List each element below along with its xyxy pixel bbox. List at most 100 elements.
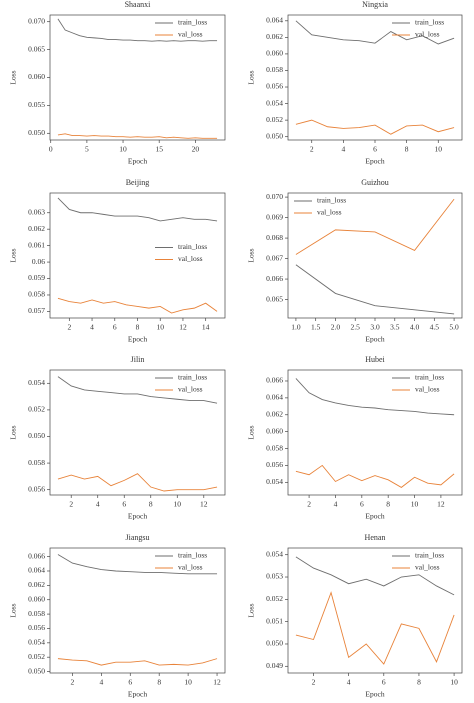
y-axis-label: Loss <box>247 248 256 262</box>
y-tick-label: 0.052 <box>28 652 45 661</box>
series-line <box>57 18 218 42</box>
chart-title: Hubei <box>365 355 385 364</box>
y-tick-label: 0.050 <box>28 431 45 440</box>
y-tick-label: 0.053 <box>266 572 283 581</box>
x-tick-label: 4 <box>341 145 345 154</box>
series-line <box>295 378 455 416</box>
x-tick-label: 8 <box>149 500 153 509</box>
series-line <box>295 119 455 135</box>
y-tick-label: 0.060 <box>28 72 45 81</box>
legend-label: train_loss <box>178 242 207 251</box>
x-tick-label: 14 <box>202 323 210 332</box>
y-tick-label: 0.062 <box>266 32 283 41</box>
x-tick-label: 5 <box>85 145 89 154</box>
y-tick-label: 0.050 <box>28 666 45 675</box>
y-tick-label: 0.056 <box>266 460 283 469</box>
y-tick-label: 0.062 <box>28 224 45 233</box>
chart-title: Shaanxi <box>125 0 152 9</box>
y-tick-label: 0.054 <box>28 638 45 647</box>
x-axis-label: Epoch <box>365 157 384 166</box>
x-tick-label: 0 <box>49 145 53 154</box>
chart-title: Jilin <box>131 355 145 364</box>
y-tick-label: 0.063 <box>28 207 45 216</box>
series-line <box>57 658 218 666</box>
x-tick-label: 12 <box>213 678 221 687</box>
y-tick-label: 0.054 <box>266 477 283 486</box>
series-line <box>57 554 218 575</box>
x-tick-label: 8 <box>157 678 161 687</box>
y-tick-label: 0.054 <box>266 98 283 107</box>
y-tick-label: 0.054 <box>266 549 283 558</box>
legend-label: val_loss <box>178 563 203 572</box>
x-tick-label: 1.5 <box>311 323 321 332</box>
x-tick-label: 2.5 <box>351 323 361 332</box>
x-tick-label: 4 <box>347 678 351 687</box>
y-tick-label: 0.067 <box>266 253 283 262</box>
plot-frame <box>49 547 226 674</box>
x-tick-label: 8 <box>405 145 409 154</box>
x-tick-label: 2 <box>69 500 73 509</box>
x-tick-label: 1.0 <box>291 323 301 332</box>
series-line <box>57 133 218 139</box>
y-tick-label: 0.059 <box>28 273 45 282</box>
y-tick-label: 0.050 <box>266 131 283 140</box>
legend-label: val_loss <box>178 30 203 39</box>
plot-frame <box>49 369 226 496</box>
y-tick-label: 0.056 <box>28 484 45 493</box>
x-tick-label: 2 <box>307 500 311 509</box>
plot-frame <box>287 192 463 319</box>
y-tick-label: 0.058 <box>28 609 45 618</box>
legend-label: val_loss <box>415 563 440 572</box>
chart-title: Beijing <box>126 178 150 187</box>
legend-label: train_loss <box>178 551 207 560</box>
series-line <box>57 473 218 492</box>
y-tick-label: 0.066 <box>266 274 283 283</box>
x-tick-label: 4 <box>99 678 103 687</box>
y-tick-label: 0.056 <box>266 82 283 91</box>
x-tick-label: 3.5 <box>390 323 400 332</box>
legend-label: train_loss <box>415 18 444 27</box>
series-line <box>295 198 455 255</box>
x-tick-label: 2.0 <box>331 323 341 332</box>
x-tick-label: 2 <box>71 678 75 687</box>
x-tick-label: 8 <box>136 323 140 332</box>
y-tick-label: 0.070 <box>266 192 283 201</box>
y-tick-label: 0.062 <box>28 580 45 589</box>
x-axis-label: Epoch <box>128 512 147 521</box>
y-tick-label: 0.058 <box>266 443 283 452</box>
legend-label: val_loss <box>178 254 203 263</box>
legend-label: train_loss <box>178 18 207 27</box>
y-axis-label: Loss <box>9 70 18 84</box>
x-tick-label: 4.5 <box>430 323 440 332</box>
x-tick-label: 12 <box>200 500 208 509</box>
series-line <box>295 264 455 315</box>
y-axis-label: Loss <box>247 425 256 439</box>
y-tick-label: 0.064 <box>266 16 283 25</box>
chart-title: Jiangsu <box>126 533 150 542</box>
series-line <box>57 197 218 222</box>
legend-label: train_loss <box>317 196 346 205</box>
y-tick-label: 0.055 <box>28 100 45 109</box>
y-tick-label: 0.056 <box>28 623 45 632</box>
x-axis-label: Epoch <box>128 335 147 344</box>
y-tick-label: 0.068 <box>266 233 283 242</box>
y-tick-label: 0.052 <box>266 594 283 603</box>
x-tick-label: 10 <box>184 678 192 687</box>
x-tick-label: 4 <box>334 500 338 509</box>
y-tick-label: 0.060 <box>28 594 45 603</box>
plot-frame <box>287 369 463 496</box>
series-line <box>295 464 455 488</box>
legend-label: val_loss <box>415 385 440 394</box>
chart-title: Guizhou <box>361 178 389 187</box>
chart-title: Ningxia <box>362 0 388 9</box>
x-axis-label: Epoch <box>128 690 147 699</box>
chart-title: Henan <box>365 533 386 542</box>
x-tick-label: 15 <box>155 145 163 154</box>
y-tick-label: 0.066 <box>28 551 45 560</box>
x-tick-label: 2 <box>310 145 314 154</box>
x-tick-label: 10 <box>450 678 458 687</box>
x-tick-label: 10 <box>119 145 127 154</box>
x-tick-label: 10 <box>174 500 182 509</box>
legend-label: val_loss <box>178 385 203 394</box>
y-tick-label: 0.062 <box>266 409 283 418</box>
